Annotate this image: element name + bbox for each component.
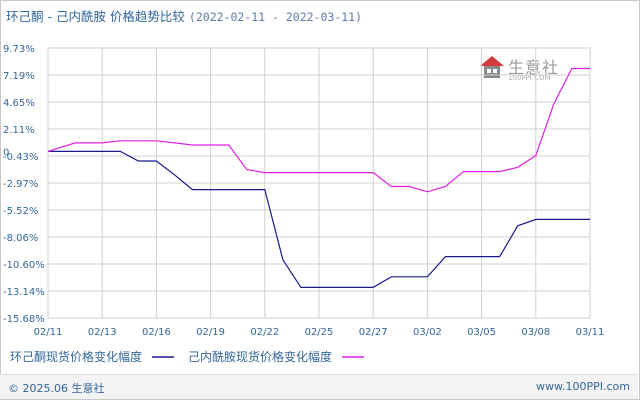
y-tick-label: -15.68%	[3, 314, 45, 325]
x-tick-label: 02/25	[305, 327, 334, 338]
x-tick-label: 02/19	[196, 327, 225, 338]
series-line-1	[48, 150, 590, 288]
legend: 环己酮现货价格变化幅度 己内酰胺现货价格变化幅度	[10, 349, 365, 364]
x-axis-tick-labels: 02/11 02/13 02/16 02/19 02/22 02/25 02/27 03/02…	[34, 327, 605, 338]
chart-title-text: 环己酮 - 己内酰胺 价格趋势比较	[6, 9, 185, 24]
legend-label-1: 环己酮现货价格变化幅度	[10, 349, 142, 364]
series-line-2	[47, 67, 590, 193]
y-tick-label: -2.97%	[3, 179, 38, 190]
x-tick-label: 02/16	[142, 327, 171, 338]
date-range: (2022-02-11 - 2022-03-11)	[188, 10, 363, 24]
watermark-text: 生意社	[508, 58, 560, 77]
x-tick-label: 02/11	[34, 327, 63, 338]
y-tick-label: -5.52%	[3, 206, 38, 217]
x-tick-label: 02/22	[250, 327, 279, 338]
legend-label-2: 己内酰胺现货价格变化幅度	[188, 349, 332, 364]
x-tick-label: 03/08	[521, 327, 550, 338]
x-tick-label: 03/02	[413, 327, 442, 338]
y-tick-label: 4.65%	[3, 98, 35, 109]
footer-site-link[interactable]: www.100PPI.com	[536, 380, 630, 393]
x-tick-label: 02/27	[359, 327, 388, 338]
y-tick-label: 2.11%	[3, 125, 35, 136]
footer-copyright: © 2025.06 生意社	[8, 382, 105, 395]
y-zero-label: 0	[3, 147, 9, 158]
y-tick-label: 7.19%	[3, 71, 35, 82]
x-tick-label: 02/13	[88, 327, 117, 338]
series-lines	[47, 67, 590, 288]
y-tick-label: -0.43%	[3, 152, 38, 163]
y-tick-label: -10.60%	[3, 260, 45, 271]
chart-title: 环己酮 - 己内酰胺 价格趋势比较 (2022-02-11 - 2022-03-…	[6, 6, 362, 25]
y-tick-label: -13.14%	[3, 287, 45, 298]
watermark-url: 100PPI.COM	[508, 74, 551, 82]
x-tick-label: 03/05	[467, 327, 496, 338]
grid-lines	[47, 47, 591, 319]
footer: © 2025.06 生意社 www.100PPI.com	[0, 374, 638, 399]
y-tick-label: -8.06%	[3, 233, 38, 244]
y-tick-label: 9.73%	[3, 44, 35, 55]
y-axis-tick-labels: 9.73% 7.19% 4.65% 2.11% -0.43% -2.97% -5.52% -8…	[3, 44, 45, 325]
x-tick-label: 03/11	[576, 327, 605, 338]
